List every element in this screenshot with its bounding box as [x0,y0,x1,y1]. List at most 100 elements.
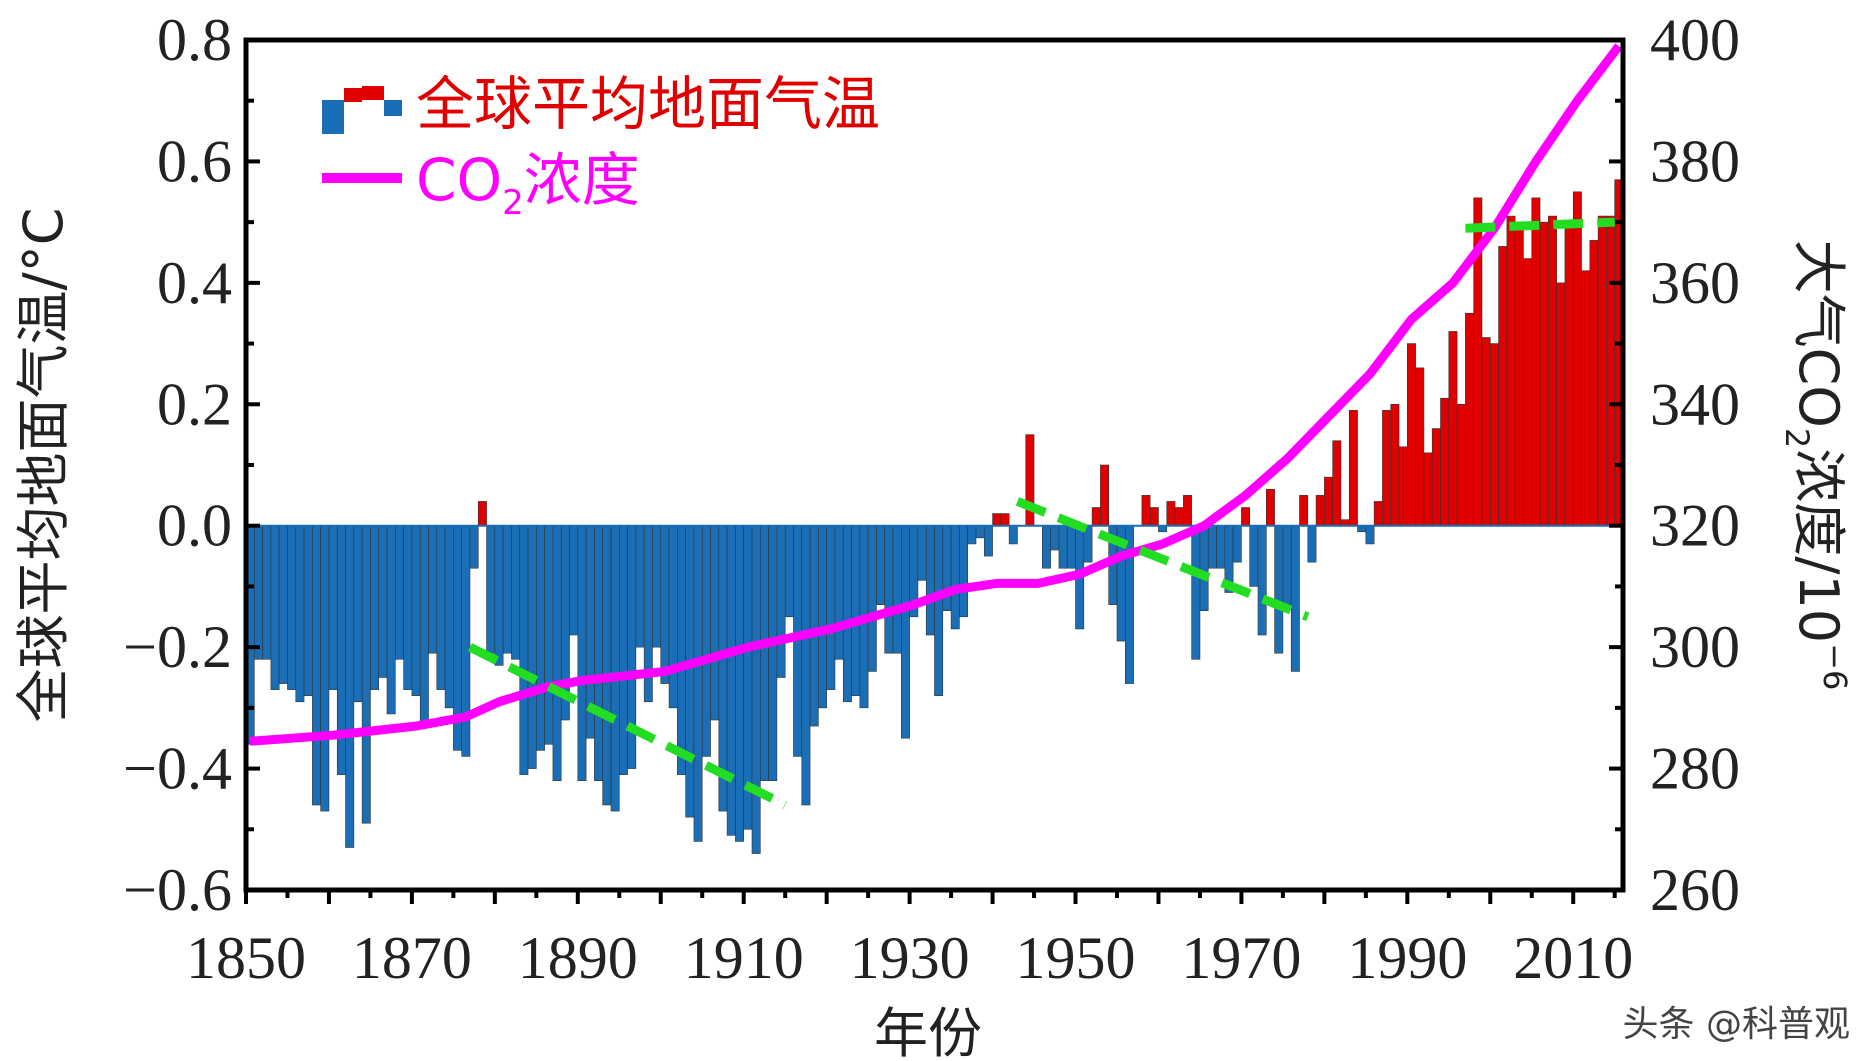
temperature-bar-1926 [876,525,886,605]
temperature-bar-1903 [685,525,695,818]
y-right-tick-label: 340 [1650,371,1740,437]
x-tick-label: 1930 [850,925,970,991]
temperature-bar-2005 [1531,197,1541,527]
y-left-tick-label: 0.6 [157,128,232,194]
x-tick-label: 2010 [1513,925,1633,991]
temperature-bar-1860 [328,525,338,690]
temperature-bar-2012 [1589,240,1599,527]
temperature-bar-1966 [1207,525,1217,569]
temperature-bar-2004 [1523,258,1533,527]
legend-temp-label: 全球平均地面气温 [416,70,880,138]
temperature-bar-1905 [701,525,711,757]
y-right-axis-title: 大气CO2浓度/10−6 [1778,240,1854,691]
temperature-bar-1852 [262,525,272,660]
y-left-tick-label: −0.4 [123,736,232,802]
temperature-bar-1917 [801,525,811,806]
temperature-bar-1899 [652,525,662,648]
x-tick-label: 1890 [518,925,638,991]
temperature-bar-1923 [851,525,861,697]
temperature-bar-1867 [386,525,396,715]
temperature-bar-1983 [1348,410,1358,527]
temperature-bar-1971 [1249,525,1259,587]
x-axis-title: 年份 [874,1002,982,1061]
temperature-bar-1864 [361,525,371,824]
temperature-bar-1901 [668,525,678,709]
temperature-bar-1873 [436,525,446,690]
temperature-bar-1886 [544,525,554,745]
temperature-bar-1988 [1390,403,1400,527]
temperature-bar-1931 [917,525,927,581]
temperature-bar-1870 [411,525,421,697]
y-left-tick-label: 0.4 [157,250,232,316]
temperature-bar-1935 [950,525,960,630]
temperature-bar-1909 [735,525,745,842]
temperature-bar-2003 [1514,221,1524,527]
temperature-bar-1895 [618,525,628,775]
temperature-bar-1974 [1274,525,1284,654]
y-left-tick-label: 0.8 [157,7,232,73]
temperature-bar-1973 [1266,488,1275,527]
temperature-bar-1986 [1373,501,1383,527]
y-left-tick-label: −0.6 [123,857,232,923]
temperature-bar-1925 [867,525,877,672]
temperature-bar-1877 [469,525,479,569]
temperature-bar-2006 [1539,221,1549,527]
temperature-bar-1878 [477,501,487,527]
temperature-bar-1889 [569,525,579,636]
temperature-bar-1927 [884,525,894,654]
x-tick-label: 1910 [684,925,804,991]
temperature-bar-1900 [660,525,670,684]
temperature-bar-1995 [1448,331,1458,527]
temperature-bar-1979 [1315,495,1325,527]
temperature-bar-1856 [295,525,305,703]
x-tick-label: 1850 [186,925,306,991]
temperature-bar-1937 [967,525,977,545]
temperature-bar-1959 [1149,507,1159,527]
temperature-bar-2007 [1548,215,1557,527]
temperature-bar-1906 [710,525,720,721]
legend-co2-label: CO2浓度 [416,146,640,223]
temperature-bar-2011 [1581,270,1591,527]
temperature-bar-1994 [1440,397,1450,527]
temperature-bar-2008 [1556,282,1566,527]
temperature-bar-1972 [1257,525,1267,636]
temperature-bar-1919 [818,525,827,709]
y-right-tick-label: 300 [1650,614,1740,680]
y-left-tick-label: 0.0 [157,493,232,559]
temperature-bar-1977 [1299,495,1309,527]
temperature-bar-1936 [959,525,968,618]
temperature-bar-1967 [1216,525,1226,569]
temperature-bar-1975 [1282,525,1292,605]
temperature-bar-1865 [370,525,380,690]
temperature-bar-1938 [975,525,985,539]
temperature-bar-1855 [287,525,297,690]
temperature-bar-1991 [1415,367,1425,527]
temperature-bar-1948 [1058,525,1068,569]
temperature-bar-1987 [1382,410,1392,527]
temperature-bar-2009 [1564,221,1574,527]
temperature-bar-1869 [403,525,413,690]
temperature-bar-1999 [1481,337,1491,527]
temperature-bar-1958 [1141,495,1151,527]
temperature-bar-1928 [892,525,902,654]
temperature-bar-1947 [1050,525,1060,551]
temperature-bar-1918 [809,525,819,727]
temperature-bar-1854 [278,525,288,684]
temperature-bar-1911 [751,525,761,854]
temperature-bar-1976 [1290,525,1300,672]
temperature-bar-1932 [925,525,935,636]
temperature-bar-1879 [486,525,496,654]
y-right-tick-label: 320 [1650,493,1740,559]
temperature-bar-1942 [1008,525,1018,545]
temperature-bar-1884 [527,525,537,769]
temperature-bar-1902 [677,525,686,775]
temperature-bar-1859 [320,525,330,812]
temperature-bar-1915 [784,525,794,618]
temperature-bar-1871 [419,525,429,727]
temperature-bar-1961 [1166,501,1176,527]
temperature-bar-1881 [502,525,512,654]
temperature-bar-1908 [726,525,736,836]
temperature-bar-2000 [1489,343,1499,527]
temperature-bar-1866 [378,525,388,678]
trend-lines [467,217,1615,810]
